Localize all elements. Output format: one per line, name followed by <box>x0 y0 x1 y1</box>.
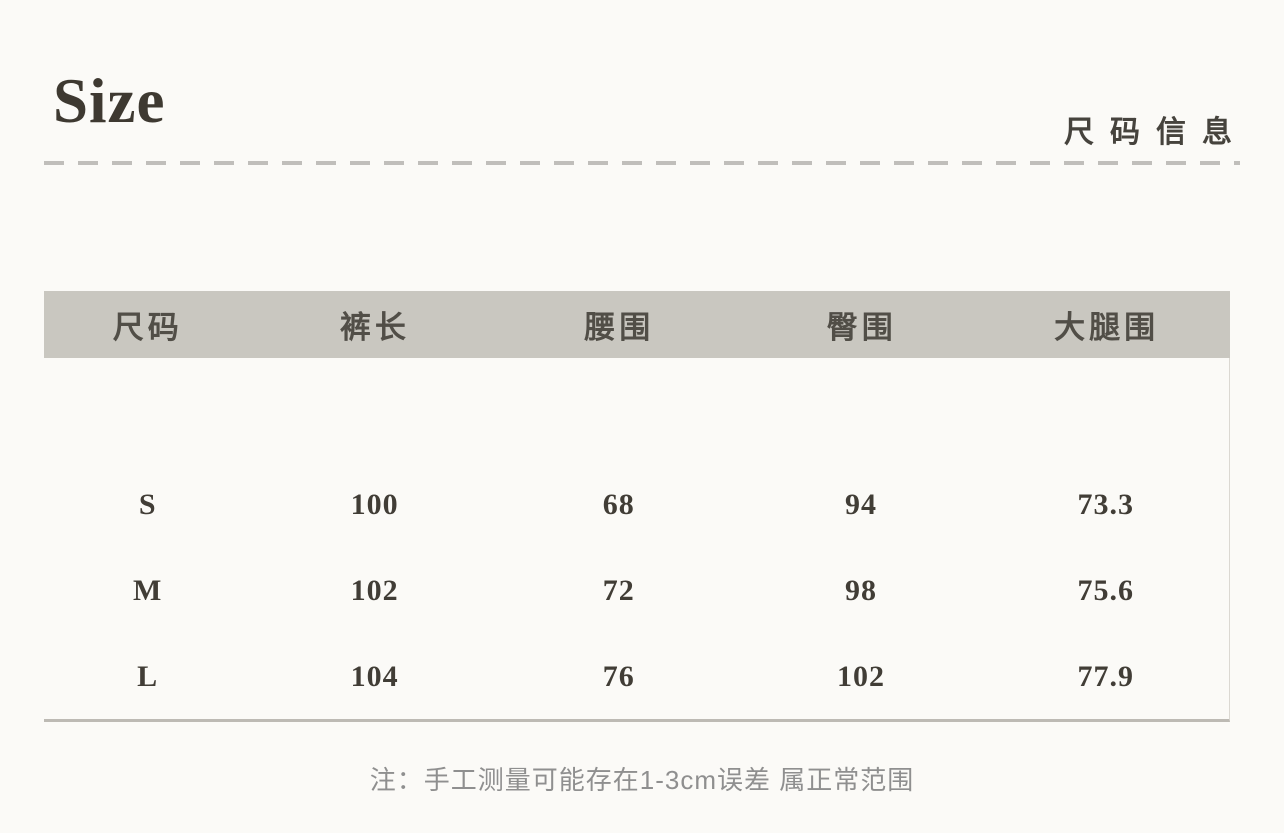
size-table-header: 尺码 裤长 腰围 臀围 大腿围 <box>44 291 1230 358</box>
table-cell: L <box>137 660 159 693</box>
table-cell: 102 <box>837 660 886 693</box>
table-cell: M <box>133 574 163 607</box>
dashed-divider <box>44 161 1240 165</box>
size-table: 尺码 裤长 腰围 臀围 大腿围 S 100 68 94 73.3 M 102 7… <box>44 291 1230 722</box>
table-cell: 72 <box>602 574 635 607</box>
table-cell: 98 <box>845 574 878 607</box>
column-header-size: 尺码 <box>112 310 183 345</box>
table-cell: 68 <box>602 488 635 521</box>
table-row-l: L 104 76 102 77.9 <box>44 655 1229 699</box>
table-cell: 94 <box>845 488 878 521</box>
table-cell: 100 <box>350 488 399 521</box>
table-row-m: M 102 72 98 75.6 <box>44 569 1229 613</box>
column-header-pant-length: 裤长 <box>339 310 410 345</box>
table-cell: 73.3 <box>1077 488 1134 521</box>
table-cell: 104 <box>350 660 399 693</box>
table-row-s: S 100 68 94 73.3 <box>44 483 1229 527</box>
table-cell: 76 <box>602 660 635 693</box>
size-table-body: S 100 68 94 73.3 M 102 72 98 75.6 L 104 … <box>44 358 1230 722</box>
table-cell: 77.9 <box>1077 660 1134 693</box>
table-cell: 102 <box>350 574 399 607</box>
column-header-waist: 腰围 <box>584 310 655 345</box>
page-title: Size <box>53 66 166 136</box>
page-subtitle: 尺码信息 <box>1064 116 1248 149</box>
table-cell: 75.6 <box>1077 574 1134 607</box>
measurement-note: 注：手工测量可能存在1-3cm误差 属正常范围 <box>369 765 915 795</box>
table-cell: S <box>138 488 157 521</box>
column-header-thigh: 大腿围 <box>1054 310 1160 345</box>
column-header-hip: 臀围 <box>826 310 897 345</box>
